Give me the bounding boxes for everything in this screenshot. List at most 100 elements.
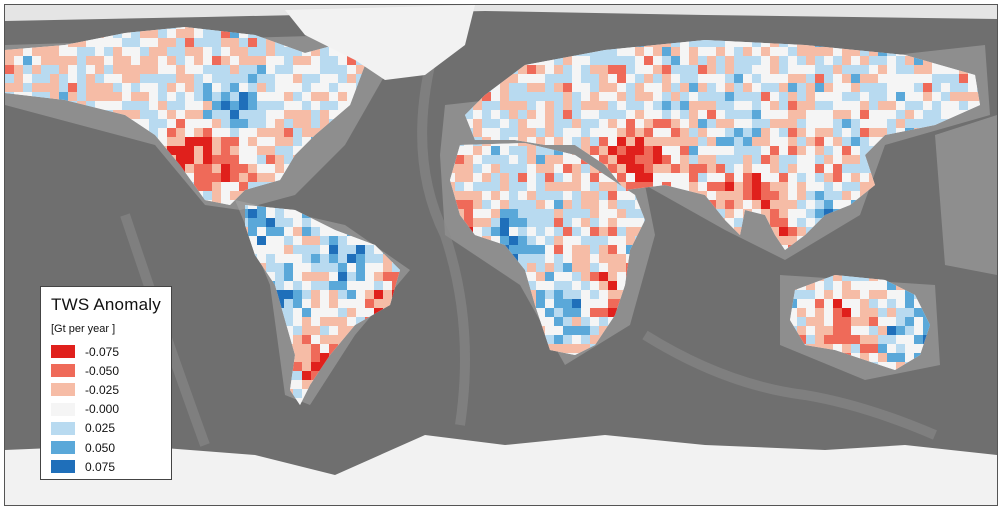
- anomaly-cell: [302, 128, 311, 137]
- anomaly-cell: [68, 83, 77, 92]
- anomaly-cell: [221, 47, 230, 56]
- anomaly-cell: [239, 137, 248, 146]
- anomaly-cell: [320, 56, 329, 65]
- anomaly-cell: [194, 38, 203, 47]
- anomaly-cell: [284, 110, 293, 119]
- anomaly-cell: [239, 38, 248, 47]
- anomaly-cell: [194, 119, 203, 128]
- anomaly-cell: [176, 56, 185, 65]
- anomaly-cell: [239, 128, 248, 137]
- anomaly-cell: [212, 83, 221, 92]
- anomaly-cell: [131, 47, 140, 56]
- anomaly-cell: [221, 191, 230, 200]
- continental-shelf: [935, 115, 997, 275]
- anomaly-cell: [311, 74, 320, 83]
- anomaly-cell: [347, 92, 356, 101]
- anomaly-cell: [221, 146, 230, 155]
- anomaly-cell: [311, 119, 320, 128]
- anomaly-cell: [158, 119, 167, 128]
- anomaly-cell: [230, 155, 239, 164]
- anomaly-cell: [221, 29, 230, 38]
- anomaly-cell: [113, 56, 122, 65]
- anomaly-cell: [104, 65, 113, 74]
- anomaly-cell: [59, 74, 68, 83]
- anomaly-cell: [41, 74, 50, 83]
- anomaly-cell: [194, 83, 203, 92]
- anomaly-cell: [149, 65, 158, 74]
- anomaly-cell: [176, 137, 185, 146]
- anomaly-cell: [338, 56, 347, 65]
- anomaly-cell: [266, 47, 275, 56]
- anomaly-cell: [284, 146, 293, 155]
- anomaly-cell: [86, 65, 95, 74]
- anomaly-cell: [257, 146, 266, 155]
- anomaly-cell: [320, 83, 329, 92]
- ocean-ridge: [417, 43, 470, 426]
- anomaly-cell: [176, 119, 185, 128]
- anomaly-cell: [275, 128, 284, 137]
- anomaly-cell: [140, 29, 149, 38]
- anomaly-cell: [167, 137, 176, 146]
- anomaly-cell: [167, 119, 176, 128]
- anomaly-cell: [5, 47, 14, 56]
- anomaly-cell: [50, 74, 59, 83]
- anomaly-cell: [158, 83, 167, 92]
- anomaly-cell: [212, 182, 221, 191]
- anomaly-cell: [194, 56, 203, 65]
- anomaly-cell: [122, 101, 131, 110]
- anomaly-cell: [221, 119, 230, 128]
- anomaly-cell: [248, 173, 257, 182]
- anomaly-cell: [203, 146, 212, 155]
- anomaly-cell: [203, 101, 212, 110]
- anomaly-cell: [86, 56, 95, 65]
- anomaly-cell: [149, 128, 158, 137]
- anomaly-cell: [338, 83, 347, 92]
- anomaly-cell: [212, 191, 221, 200]
- anomaly-cell: [149, 47, 158, 56]
- anomaly-cell: [41, 83, 50, 92]
- anomaly-cell: [257, 83, 266, 92]
- anomaly-cell: [212, 29, 221, 38]
- anomaly-cell: [248, 182, 257, 191]
- anomaly-cell: [194, 110, 203, 119]
- anomaly-cell: [347, 83, 356, 92]
- anomaly-cell: [212, 47, 221, 56]
- anomaly-cell: [50, 83, 59, 92]
- anomaly-cell: [212, 38, 221, 47]
- anomaly-cell: [257, 101, 266, 110]
- anomaly-cell: [275, 173, 284, 182]
- anomaly-cell: [203, 38, 212, 47]
- anomaly-cell: [338, 74, 347, 83]
- anomaly-cell: [275, 92, 284, 101]
- anomaly-cell: [212, 110, 221, 119]
- anomaly-cell: [140, 38, 149, 47]
- anomaly-cell: [158, 29, 167, 38]
- anomaly-cell: [266, 119, 275, 128]
- anomaly-cell: [248, 146, 257, 155]
- anomaly-cell: [113, 101, 122, 110]
- anomaly-cell: [158, 137, 167, 146]
- anomaly-cell: [77, 74, 86, 83]
- anomaly-cell: [257, 119, 266, 128]
- anomaly-cell: [266, 74, 275, 83]
- anomaly-cell: [167, 101, 176, 110]
- anomaly-cell: [122, 47, 131, 56]
- anomaly-cell: [221, 38, 230, 47]
- anomaly-cell: [176, 128, 185, 137]
- anomaly-cell: [5, 56, 14, 65]
- anomaly-cell: [284, 137, 293, 146]
- anomaly-cell: [230, 74, 239, 83]
- anomaly-cell: [194, 173, 203, 182]
- anomaly-cell: [248, 47, 257, 56]
- anomaly-cell: [167, 56, 176, 65]
- anomaly-cell: [104, 83, 113, 92]
- anomaly-cell: [95, 83, 104, 92]
- anomaly-cell: [239, 155, 248, 164]
- anomaly-cell: [176, 155, 185, 164]
- anomaly-cell: [230, 182, 239, 191]
- anomaly-cell: [59, 56, 68, 65]
- anomaly-cell: [95, 101, 104, 110]
- anomaly-cell: [185, 119, 194, 128]
- anomaly-cell: [311, 56, 320, 65]
- anomaly-cell: [284, 47, 293, 56]
